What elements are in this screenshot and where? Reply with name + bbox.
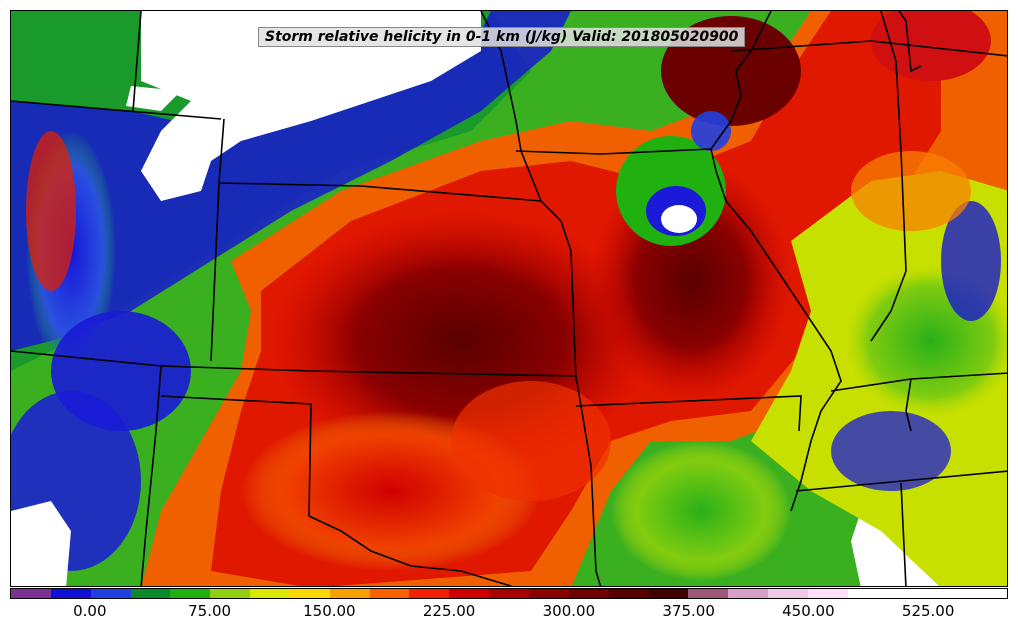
field-white-sw <box>11 501 71 586</box>
field-south-orange <box>451 381 611 501</box>
colorbar-swatch <box>90 589 131 598</box>
field-se-blue <box>831 411 951 491</box>
map-title: Storm relative helicity in 0-1 km (J/kg)… <box>258 27 746 47</box>
field-southeast-green <box>611 441 791 581</box>
colorbar-swatch <box>927 589 968 598</box>
colorbar-swatch <box>489 589 529 598</box>
helicity-map <box>11 11 1007 586</box>
colorbar-swatch <box>688 589 729 598</box>
colorbar-swatch <box>648 589 689 598</box>
field-white-nw <box>126 86 181 111</box>
colorbar-swatch <box>369 589 410 598</box>
colorbar-tick-label: 375.00 <box>662 602 715 620</box>
colorbar-swatch <box>409 589 450 598</box>
field-pocket-blue-north <box>691 111 731 151</box>
colorbar-ticks: 0.00 75.00 150.00 225.00 300.00 375.00 450.00 5… <box>10 602 1008 624</box>
field-west-red <box>26 131 76 291</box>
colorbar-swatch <box>887 589 928 598</box>
colorbar-tick-label: 450.00 <box>782 602 835 620</box>
colorbar-tick-label: 75.00 <box>188 602 232 620</box>
colorbar-swatch <box>289 589 330 598</box>
colorbar-swatch <box>807 589 848 598</box>
colorbar <box>10 588 1008 599</box>
colorbar-swatch <box>608 589 649 598</box>
colorbar-swatch <box>768 589 808 598</box>
map-frame: Storm relative helicity in 0-1 km (J/kg)… <box>10 10 1008 587</box>
colorbar-swatch <box>210 589 251 598</box>
field-northwest-blue <box>11 11 571 351</box>
colorbar-swatch <box>170 589 211 598</box>
colorbar-swatch <box>728 589 769 598</box>
colorbar-swatch <box>11 589 51 598</box>
field-pocket-white <box>661 205 697 233</box>
colorbar-swatch <box>847 589 888 598</box>
colorbar-tick-label: 225.00 <box>422 602 476 620</box>
colorbar-swatch <box>449 589 490 598</box>
colorbar-swatch <box>967 589 1008 598</box>
field-east-blue <box>941 201 1001 321</box>
colorbar-tick-label: 300.00 <box>542 602 596 620</box>
field-ne-red <box>871 11 991 81</box>
colorbar-tick-label: 525.00 <box>901 602 955 620</box>
state-borders <box>11 11 1007 586</box>
colorbar-tick-label: 0.00 <box>73 602 107 620</box>
colorbar-swatch <box>528 589 569 598</box>
colorbar-swatch <box>50 589 91 598</box>
colorbar-swatch <box>130 589 171 598</box>
colorbar-swatch <box>250 589 290 598</box>
colorbar-swatch <box>329 589 370 598</box>
colorbar-tick-label: 150.00 <box>303 602 356 620</box>
colorbar-swatch <box>568 589 609 598</box>
field-ne-orange <box>851 151 971 231</box>
